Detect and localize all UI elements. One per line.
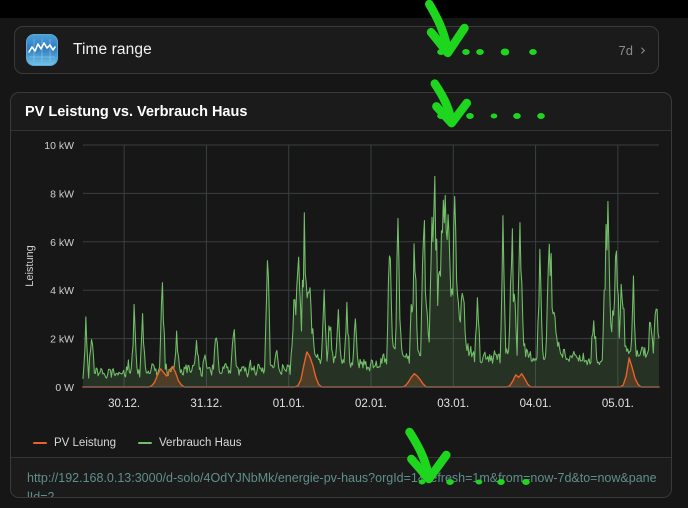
x-tick-label: 01.01. (273, 398, 305, 410)
series-line-verbrauch-haus (82, 175, 660, 379)
y-tick-label: 2 kW (50, 334, 74, 346)
panel-url[interactable]: http://192.168.0.13:3000/d-solo/4OdYJNbM… (27, 471, 657, 498)
y-tick-label: 10 kW (44, 140, 74, 152)
x-tick-label: 05.01. (602, 398, 634, 410)
graph-panel: PV Leistung vs. Verbrauch Haus 0 W 2 kW 4 … (10, 92, 672, 498)
legend-swatch-verbrauch-haus (138, 442, 153, 444)
y-axis-title: Leistung (24, 245, 36, 287)
x-tick-label: 04.01. (520, 398, 552, 410)
y-tick-label: 4 kW (50, 285, 74, 297)
legend-label-verbrauch-haus: Verbrauch Haus (159, 437, 242, 449)
legend-swatch-pv-leistung (33, 442, 47, 444)
x-tick-label: 02.01. (355, 398, 387, 410)
y-tick-label: 8 kW (50, 188, 74, 200)
panel-title: PV Leistung vs. Verbrauch Haus (11, 93, 671, 131)
stocks-chart-app-icon (26, 34, 58, 66)
chevron-right-icon[interactable]: › (640, 40, 646, 59)
series-area-verbrauch-haus (83, 176, 659, 387)
legend-item-pv-leistung[interactable]: PV Leistung (33, 437, 116, 449)
x-tick-label: 30.12. (108, 398, 140, 410)
time-range-row[interactable]: Time range 7d › (14, 26, 659, 74)
series-area-pv-leistung (83, 351, 659, 387)
power-chart: 0 W 2 kW 4 kW 6 kW 8 kW 10 kW Leistung 30.12. 31… (24, 140, 660, 410)
chart-area: 0 W 2 kW 4 kW 6 kW 8 kW 10 kW Leistung 30.12. 31… (11, 131, 671, 429)
panel-url-section: http://192.168.0.13:3000/d-solo/4OdYJNbM… (11, 457, 671, 498)
x-tick-label: 03.01. (437, 398, 469, 410)
x-tick-label: 31.12. (190, 398, 222, 410)
legend-item-verbrauch-haus[interactable]: Verbrauch Haus (138, 437, 241, 449)
chart-legend: PV Leistung Verbrauch Haus (11, 429, 671, 457)
y-tick-label: 0 W (55, 382, 74, 394)
time-range-label: Time range (73, 41, 152, 58)
legend-label-pv-leistung: PV Leistung (54, 437, 117, 449)
time-range-value-group[interactable]: 7d › (618, 40, 646, 59)
y-tick-label: 6 kW (50, 237, 74, 249)
time-range-value: 7d (618, 42, 633, 58)
